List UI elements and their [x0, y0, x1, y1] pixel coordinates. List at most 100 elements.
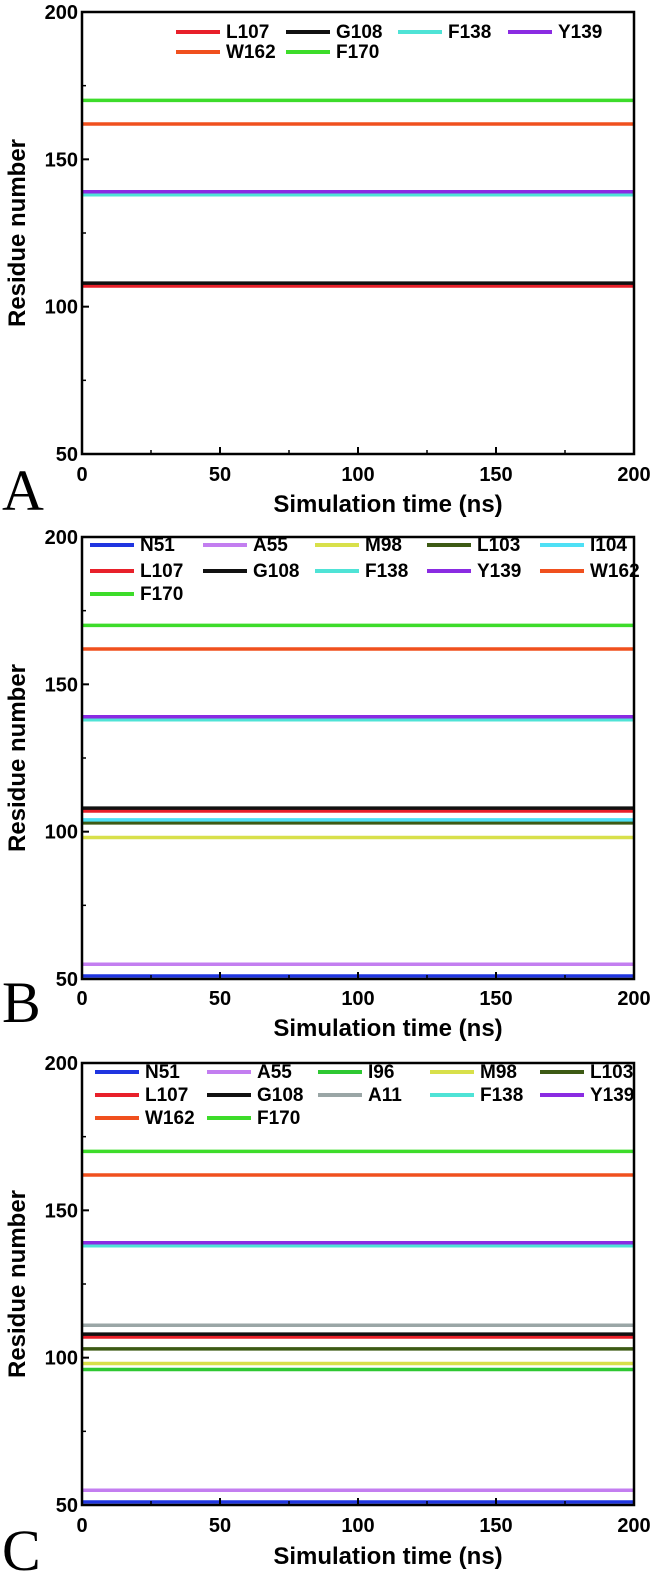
legend-label: A55 — [253, 535, 288, 556]
x-tick-label: 150 — [479, 988, 512, 1010]
legend-label: W162 — [145, 1108, 195, 1129]
legend-label: I104 — [590, 535, 627, 556]
x-axis-label: Simulation time (ns) — [273, 1543, 502, 1570]
legend-item-l103: L103 — [540, 1062, 633, 1083]
plot-frame — [80, 10, 636, 456]
legend-item-g108: G108 — [286, 22, 382, 43]
legend-label: F138 — [448, 22, 491, 43]
x-tick-label: 0 — [76, 1515, 87, 1537]
x-tick-label: 100 — [341, 1515, 374, 1537]
x-axis-label: Simulation time (ns) — [273, 1015, 502, 1042]
x-tick-label: 50 — [209, 1515, 231, 1537]
plot-frame — [80, 1061, 636, 1507]
legend-label: F138 — [480, 1085, 523, 1106]
legend-label: F170 — [257, 1108, 300, 1129]
legend-label: F138 — [365, 561, 408, 582]
x-tick-label: 100 — [341, 464, 374, 486]
y-tick-label: 50 — [56, 969, 78, 991]
legend-label: N51 — [145, 1062, 180, 1083]
legend-label: L107 — [140, 561, 183, 582]
legend-item-w162: W162 — [540, 561, 640, 582]
legend-item-w162: W162 — [176, 42, 276, 63]
legend-item-f170: F170 — [286, 42, 379, 63]
legend-label: W162 — [226, 42, 276, 63]
legend-item-l103: L103 — [427, 535, 520, 556]
y-tick-label: 200 — [45, 2, 78, 24]
panel-label: A — [2, 458, 44, 523]
y-tick-label: 100 — [45, 297, 78, 319]
legend-item-i96: I96 — [318, 1062, 394, 1083]
panel-label: C — [2, 1518, 41, 1578]
legend-item-a55: A55 — [203, 535, 288, 556]
legend-label: M98 — [365, 535, 402, 556]
legend-label: M98 — [480, 1062, 517, 1083]
legend-label: A55 — [257, 1062, 292, 1083]
panel-label: B — [2, 970, 41, 1035]
legend-item-f170: F170 — [207, 1108, 300, 1129]
legend-label: G108 — [257, 1085, 303, 1106]
legend-item-f170: F170 — [90, 584, 183, 605]
y-tick-label: 100 — [45, 822, 78, 844]
y-tick-label: 200 — [45, 1053, 78, 1075]
legend-label: Y139 — [590, 1085, 634, 1106]
legend-item-n51: N51 — [90, 535, 175, 556]
legend-label: N51 — [140, 535, 175, 556]
legend-item-f138: F138 — [315, 561, 408, 582]
legend-label: F170 — [336, 42, 379, 63]
y-axis-label: Residue number — [4, 1190, 31, 1378]
legend-item-y139: Y139 — [540, 1085, 634, 1106]
y-tick-label: 50 — [56, 444, 78, 466]
legend-label: L103 — [590, 1062, 633, 1083]
legend-item-a11: A11 — [318, 1085, 402, 1106]
legend-item-g108: G108 — [203, 561, 299, 582]
y-tick-label: 150 — [45, 1200, 78, 1222]
legend-item-g108: G108 — [207, 1085, 303, 1106]
y-tick-label: 150 — [45, 674, 78, 696]
x-tick-label: 50 — [209, 464, 231, 486]
x-tick-label: 150 — [479, 1515, 512, 1537]
legend-label: G108 — [253, 561, 299, 582]
x-tick-label: 150 — [479, 464, 512, 486]
y-tick-label: 150 — [45, 149, 78, 171]
legend-label: F170 — [140, 584, 183, 605]
legend-item-w162: W162 — [95, 1108, 195, 1129]
y-tick-label: 100 — [45, 1348, 78, 1370]
legend-label: L103 — [477, 535, 520, 556]
x-tick-label: 50 — [209, 988, 231, 1010]
y-axis-label: Residue number — [4, 139, 31, 327]
x-tick-label: 0 — [76, 988, 87, 1010]
legend-item-m98: M98 — [430, 1062, 517, 1083]
legend-label: A11 — [368, 1085, 402, 1106]
legend-item-f138: F138 — [398, 22, 491, 43]
legend-item-f138: F138 — [430, 1085, 523, 1106]
legend-item-m98: M98 — [315, 535, 402, 556]
legend-label: L107 — [226, 22, 269, 43]
legend-item-n51: N51 — [95, 1062, 180, 1083]
legend-label: Y139 — [477, 561, 521, 582]
y-tick-label: 200 — [45, 527, 78, 549]
legend-item-l107: L107 — [176, 22, 269, 43]
legend-item-y139: Y139 — [508, 22, 602, 43]
x-tick-label: 200 — [617, 988, 650, 1010]
legend-label: Y139 — [558, 22, 602, 43]
x-tick-label: 100 — [341, 988, 374, 1010]
y-axis-label: Residue number — [4, 664, 31, 852]
x-tick-label: 200 — [617, 1515, 650, 1537]
legend-item-l107: L107 — [90, 561, 183, 582]
legend-label: G108 — [336, 22, 382, 43]
legend-label: I96 — [368, 1062, 394, 1083]
y-tick-label: 50 — [56, 1495, 78, 1517]
x-axis-label: Simulation time (ns) — [273, 491, 502, 518]
x-tick-label: 0 — [76, 464, 87, 486]
legend-item-i104: I104 — [540, 535, 627, 556]
legend-item-l107: L107 — [95, 1085, 188, 1106]
legend-label: W162 — [590, 561, 640, 582]
x-tick-label: 200 — [617, 464, 650, 486]
legend-label: L107 — [145, 1085, 188, 1106]
legend-item-a55: A55 — [207, 1062, 292, 1083]
legend-item-y139: Y139 — [427, 561, 521, 582]
